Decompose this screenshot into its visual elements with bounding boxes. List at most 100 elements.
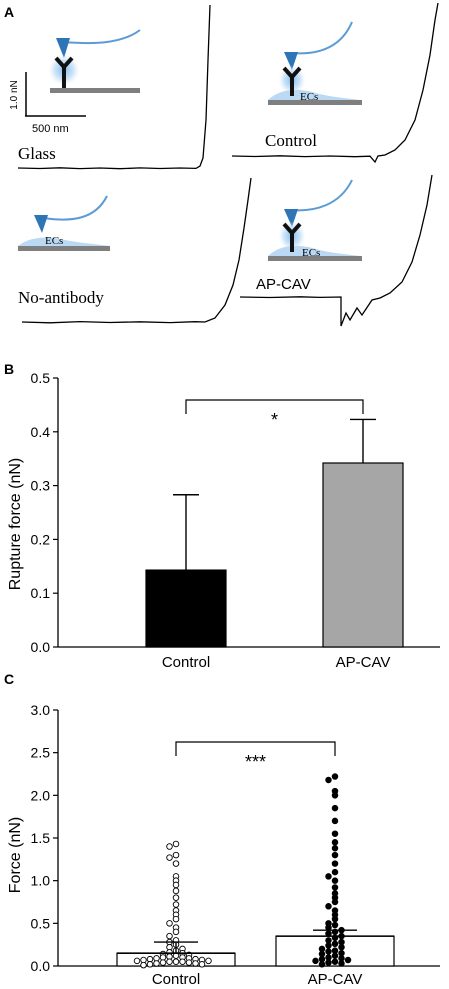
data-point-control: [198, 961, 206, 968]
data-point-ap-cav: [331, 868, 339, 876]
panel-b: B Rupture force (nN) 0.0 0.1 0.2 0.3 0.4 0.5 C…: [0, 360, 449, 670]
curve-label-glass: Glass: [18, 144, 56, 163]
force-curve-no-antibody: [21, 177, 252, 324]
panel-a: A 1.0 nN 500 nm ECs: [0, 0, 449, 360]
x-tick-label: Control: [162, 654, 210, 670]
force-curve-glass: [17, 4, 211, 170]
data-point-control: [172, 928, 180, 936]
bar-ap-cav: [322, 462, 404, 648]
data-point-control: [172, 881, 180, 889]
afm-tip-cells-icon: ECs: [18, 195, 110, 251]
data-point-control: [172, 860, 180, 867]
data-point-control: [205, 957, 212, 965]
data-point-ap-cav: [331, 921, 339, 929]
bar-control: [145, 569, 227, 648]
curve-label-control: Control: [265, 131, 317, 150]
data-point-ap-cav: [325, 873, 332, 880]
data-point-ap-cav: [318, 961, 326, 968]
data-point-ap-cav: [331, 940, 339, 948]
y-tick-label: 1.0: [31, 873, 51, 889]
chart-b-ylabel: Rupture force (nN): [7, 458, 24, 591]
scale-force-label: 1.0 nN: [9, 80, 20, 109]
data-point-ap-cav: [325, 903, 332, 910]
data-point-ap-cav: [331, 958, 339, 965]
data-point-control: [192, 960, 199, 967]
data-point-ap-cav: [325, 776, 332, 784]
afm-tip-antibody-cells-icon: ECs: [268, 21, 362, 105]
data-point-ap-cav: [331, 844, 339, 852]
data-point-control: [133, 957, 141, 965]
significance-label: *: [271, 410, 278, 430]
data-point-ap-cav: [331, 792, 339, 799]
significance-bracket: [185, 399, 364, 414]
scale-bars: 1.0 nN 500 nm: [9, 72, 86, 135]
data-point-control: [146, 961, 154, 968]
y-tick-label: 2.5: [31, 745, 51, 761]
data-point-ap-cav: [325, 942, 332, 949]
data-point-ap-cav: [331, 952, 339, 960]
data-point-control: [172, 851, 180, 859]
panel-a-letter: A: [4, 4, 14, 20]
y-tick-label: 0.0: [31, 639, 51, 655]
data-point-ap-cav: [331, 898, 339, 906]
data-point-ap-cav: [331, 884, 339, 891]
y-tick-label: 0.1: [31, 585, 51, 601]
significance-bracket: [175, 741, 336, 756]
data-point-ap-cav: [338, 960, 345, 967]
data-point-ap-cav: [331, 851, 339, 859]
data-point-ap-cav: [331, 773, 339, 780]
data-point-control: [166, 932, 173, 940]
curve-label-no-antibody: No-antibody: [18, 288, 104, 307]
y-tick-label: 1.5: [31, 830, 51, 846]
data-point-control: [166, 958, 173, 965]
data-point-ap-cav: [331, 877, 339, 884]
data-point-ap-cav: [331, 839, 339, 846]
data-point-control: [179, 958, 186, 965]
y-tick-label: 0.0: [31, 958, 51, 974]
panel-b-letter: B: [4, 361, 14, 377]
data-point-ap-cav: [325, 959, 332, 966]
afm-tip-apcav-cells-icon: ECs: [268, 179, 362, 261]
y-tick-label: 0.3: [31, 478, 51, 494]
data-point-control: [166, 854, 173, 861]
data-point-control: [172, 840, 180, 848]
x-tick-label: AP-CAV: [308, 971, 363, 988]
data-point-control: [166, 843, 173, 850]
significance-label: ***: [245, 752, 266, 772]
data-point-control: [172, 915, 180, 923]
y-tick-label: 0.5: [31, 370, 51, 386]
force-scatter-chart: C Force (nN) 0.0 0.5 1.0 1.5 2.0 2.5 3.0 Contro…: [4, 671, 440, 988]
data-point-ap-cav: [344, 956, 352, 964]
data-point-control: [153, 960, 160, 967]
y-tick-label: 0.2: [31, 531, 51, 547]
x-tick-label: AP-CAV: [336, 654, 391, 670]
force-curve-control: [231, 2, 439, 164]
afm-tip-antibody-glass-icon: [48, 29, 141, 93]
cell-label-no-antibody: ECs: [45, 235, 63, 247]
data-point-ap-cav: [312, 957, 319, 965]
y-tick-label: 0.5: [31, 915, 51, 931]
y-tick-label: 2.0: [31, 787, 51, 803]
data-point-ap-cav: [325, 948, 332, 955]
data-point-ap-cav: [331, 817, 339, 825]
data-point-ap-cav: [331, 830, 339, 837]
x-tick-label: Control: [152, 971, 200, 988]
data-point-control: [172, 894, 180, 901]
data-point-ap-cav: [331, 804, 339, 812]
data-point-ap-cav: [331, 860, 339, 867]
data-point-control: [172, 958, 180, 965]
data-point-control: [185, 959, 193, 966]
panel-c: C Force (nN) 0.0 0.5 1.0 1.5 2.0 2.5 3.0 Contro…: [0, 670, 449, 989]
data-point-control: [166, 920, 173, 927]
panel-c-letter: C: [4, 671, 14, 687]
scale-distance-label: 500 nm: [32, 123, 69, 135]
rupture-force-bar-chart: B Rupture force (nN) 0.0 0.1 0.2 0.3 0.4 0.5 C…: [4, 361, 440, 670]
y-tick-label: 3.0: [31, 702, 51, 718]
data-point-control: [172, 901, 180, 908]
chart-c-ylabel: Force (nN): [7, 817, 24, 893]
force-curve-apcav: [239, 174, 433, 327]
data-point-control: [159, 959, 167, 966]
data-point-ap-cav: [331, 915, 339, 923]
curve-label-apcav: AP-CAV: [256, 276, 311, 293]
y-tick-label: 0.4: [31, 424, 51, 440]
